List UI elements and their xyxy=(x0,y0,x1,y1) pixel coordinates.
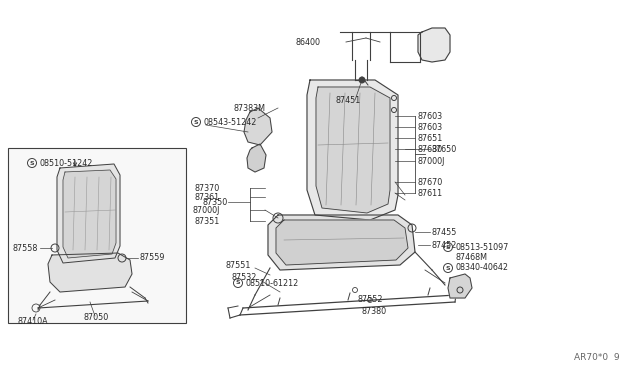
Text: 86400: 86400 xyxy=(296,38,321,46)
Text: 87603: 87603 xyxy=(418,122,443,131)
Text: 08340-40642: 08340-40642 xyxy=(455,263,508,273)
Text: 87361: 87361 xyxy=(195,192,220,202)
Text: 87383M: 87383M xyxy=(234,103,266,112)
Text: 87670: 87670 xyxy=(418,177,444,186)
Text: 87452: 87452 xyxy=(432,241,458,250)
Polygon shape xyxy=(276,220,408,265)
Polygon shape xyxy=(247,144,266,172)
Text: 87000J: 87000J xyxy=(418,157,445,166)
Polygon shape xyxy=(57,164,120,263)
Text: 87559: 87559 xyxy=(140,253,166,263)
Text: 08513-51097: 08513-51097 xyxy=(455,243,508,251)
Text: S: S xyxy=(236,280,240,285)
Polygon shape xyxy=(307,80,398,220)
Text: 87650: 87650 xyxy=(432,144,457,154)
Text: 87410A: 87410A xyxy=(18,317,49,327)
Text: 87350: 87350 xyxy=(203,198,228,206)
Bar xyxy=(8,148,186,323)
Text: 87050: 87050 xyxy=(83,314,108,323)
Text: S: S xyxy=(29,160,35,166)
Circle shape xyxy=(359,77,365,83)
Text: S: S xyxy=(194,119,198,125)
Polygon shape xyxy=(418,28,450,62)
Text: 87000J: 87000J xyxy=(193,205,220,215)
Text: AR70*0  9: AR70*0 9 xyxy=(574,353,620,362)
Text: 08510-61212: 08510-61212 xyxy=(245,279,298,288)
Polygon shape xyxy=(244,108,272,145)
Text: 08543-51242: 08543-51242 xyxy=(203,118,257,126)
Text: 87468M: 87468M xyxy=(455,253,487,263)
Text: 87630: 87630 xyxy=(418,144,443,154)
Text: 87532: 87532 xyxy=(232,273,257,282)
Text: S: S xyxy=(445,266,451,270)
Polygon shape xyxy=(316,87,390,213)
Text: 87351: 87351 xyxy=(195,217,220,225)
Polygon shape xyxy=(268,215,415,270)
Polygon shape xyxy=(63,170,116,258)
Text: 87603: 87603 xyxy=(418,112,443,121)
Text: 08510-51242: 08510-51242 xyxy=(39,158,92,167)
Text: 87611: 87611 xyxy=(418,189,443,198)
Text: 87380: 87380 xyxy=(362,308,387,317)
Polygon shape xyxy=(48,253,132,292)
Text: 87558: 87558 xyxy=(13,244,38,253)
Text: 87451: 87451 xyxy=(336,96,361,105)
Text: 87370: 87370 xyxy=(195,183,220,192)
Text: 87551: 87551 xyxy=(225,260,250,269)
Text: S: S xyxy=(445,244,451,250)
Text: 87651: 87651 xyxy=(418,134,444,142)
Text: 87455: 87455 xyxy=(432,228,458,237)
Polygon shape xyxy=(448,274,472,298)
Text: 87552: 87552 xyxy=(358,295,383,305)
